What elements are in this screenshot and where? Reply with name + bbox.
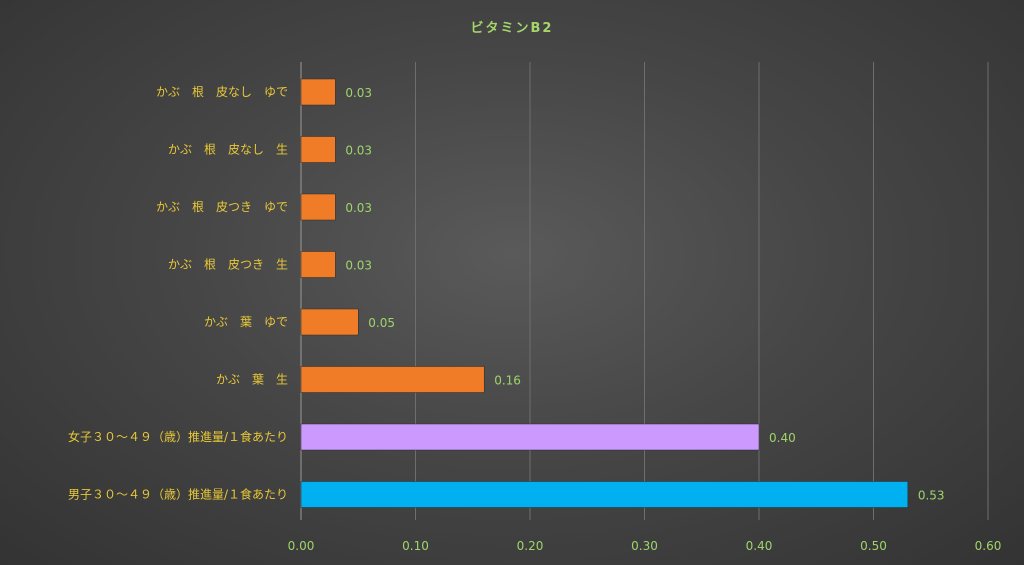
- category-label: かぶ 根 皮なし ゆで: [156, 85, 288, 99]
- data-label: 0.03: [345, 86, 372, 100]
- data-label: 0.40: [769, 431, 796, 445]
- category-label: 男子３０～４９（歳）推進量/１食あたり: [68, 487, 288, 502]
- x-tick-label: 0.10: [402, 539, 429, 553]
- category-label: かぶ 葉 生: [216, 373, 288, 387]
- bar: [300, 423, 760, 451]
- bar: [300, 481, 909, 508]
- data-label: 0.05: [368, 316, 395, 330]
- x-tick-label: 0.60: [975, 539, 1002, 553]
- category-label: かぶ 葉 ゆで: [204, 315, 288, 329]
- category-label: 女子３０～４９（歳）推進量/１食あたり: [68, 429, 288, 444]
- bar: [300, 136, 336, 163]
- data-label: 0.16: [494, 374, 521, 388]
- bar: [300, 366, 485, 393]
- x-tick-label: 0.50: [860, 539, 887, 553]
- data-label: 0.03: [345, 201, 372, 215]
- data-label: 0.03: [345, 144, 372, 158]
- chart-title: ビタミンB2: [471, 20, 554, 36]
- bar: [300, 251, 336, 278]
- x-axis-ticks: 0.00 0.10 0.20 0.30 0.40 0.50 0.60: [288, 539, 1002, 553]
- x-tick-label: 0.30: [631, 539, 658, 553]
- gridlines: [300, 62, 989, 520]
- category-label: かぶ 根 皮つき ゆで: [156, 200, 288, 214]
- bar: [300, 308, 359, 336]
- x-tick-label: 0.00: [288, 539, 315, 553]
- x-tick-label: 0.40: [746, 539, 773, 553]
- data-label: 0.53: [918, 489, 945, 503]
- category-label: かぶ 根 皮つき 生: [168, 258, 288, 272]
- bar: [300, 193, 336, 221]
- category-label: かぶ 根 皮なし 生: [168, 143, 288, 157]
- data-label: 0.03: [345, 259, 372, 273]
- x-tick-label: 0.20: [517, 539, 544, 553]
- data-labels: 0.03 0.03 0.03 0.03 0.05 0.16 0.40 0.53: [345, 86, 944, 503]
- bars: [300, 78, 909, 508]
- bar: [300, 78, 336, 106]
